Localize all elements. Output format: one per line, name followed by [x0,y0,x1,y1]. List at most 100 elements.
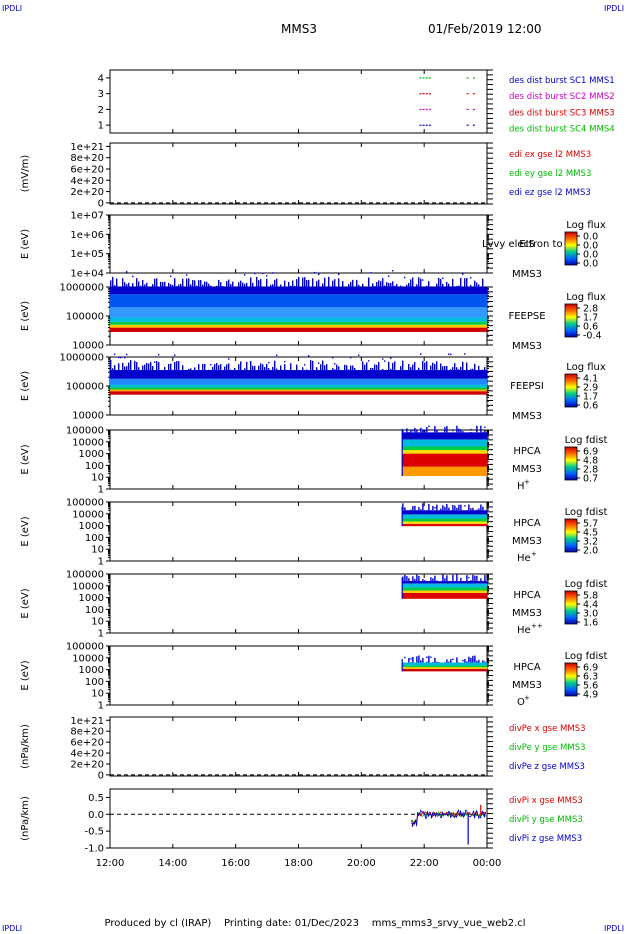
spectrogram-speck [270,284,272,287]
spectrogram-speck [280,284,282,287]
spectrogram-speck [182,278,184,287]
spectrogram-band [402,583,487,588]
species-label: He [517,625,531,636]
y-tick-label: 8e+20 [70,727,104,738]
spectrogram-speck [410,430,412,433]
spectrogram-speck [216,285,218,287]
spacecraft-label: MMS3 [512,464,542,475]
spectrogram-speck [192,280,194,287]
spectrogram-speck [478,659,480,663]
spectrogram-speck [470,428,472,431]
y-tick-label: 100 [85,605,104,616]
y-axis-label: E (eV) [20,229,31,259]
colorbar-tick-label: 4.1 [583,374,598,385]
burst-mark [422,108,425,111]
spectrogram-speck [166,286,168,288]
spectrogram-speck [344,364,346,371]
instrument-label: HPCA [513,446,541,457]
spectrogram-speck [112,368,114,371]
colorbar-tick-label: 6.3 [583,672,598,683]
spectrogram-speck [312,360,314,371]
spectrogram-speck [314,271,316,274]
spectrogram-band [402,510,487,515]
spectrogram-speck [136,362,138,371]
spectrogram-speck [128,362,130,371]
spectrogram-speck [264,286,266,288]
spectrogram-speck [178,361,180,371]
spectrogram-speck [464,505,466,507]
spectrogram-band [402,450,487,454]
spectrogram-speck [426,427,428,433]
spectrogram-speck [264,367,266,371]
spectrogram-speck [370,367,372,371]
colorbar-tick-label: 3.0 [583,609,598,620]
spectrogram-speck [172,369,174,371]
spectrogram-speck [204,281,206,287]
spectrogram-speck [454,505,456,511]
spectrogram-speck [380,281,382,287]
spectrogram-speck [250,360,252,371]
spectrogram-band [110,387,487,390]
spectrogram-speck [322,283,324,287]
spectrogram-speck [480,425,482,433]
spectrogram-speck [462,660,464,662]
spectrogram-speck [220,282,222,287]
species-label: H [517,481,525,492]
spectrogram-speck [266,275,268,277]
spectrogram-speck [368,360,370,362]
spectrogram-speck [442,277,444,279]
spectrogram-speck [132,275,134,278]
spectrogram-speck [296,364,298,371]
spacecraft-label: MMS3 [512,680,542,691]
y-tick-label: 6e+20 [70,738,104,749]
colorbar-tick-label: 2.0 [583,546,598,557]
spectrogram-speck [228,358,230,360]
spectrogram-speck [418,507,420,509]
spectrogram-speck [458,428,460,433]
spectrogram-speck [350,282,352,287]
spectrogram-speck [426,285,428,287]
spectrogram-speck [276,278,278,287]
spectrogram-speck [442,505,444,511]
y-tick-label: 100 [85,533,104,544]
spectrogram-speck [474,280,476,287]
spectrogram-speck [334,363,336,365]
spectrogram-speck [256,276,258,287]
spectrogram-speck [188,278,190,287]
spectrogram-speck [224,366,226,371]
spectrogram-speck [460,277,462,287]
y-tick-label: 8e+20 [70,153,104,164]
y-tick-label: 1 [98,485,104,496]
spectrogram-speck [378,362,380,371]
footer-printing-date: Printing date: 01/Dec/2023 [223,918,359,929]
spectrogram-speck [400,285,402,287]
spectrogram-speck [412,657,414,663]
spectrogram-speck [324,277,326,287]
corner-label-top-right: IPDLI [604,4,625,13]
spectrogram-speck [456,367,458,371]
spectrogram-speck [412,657,414,659]
spectrogram-speck [130,360,132,371]
spectrogram-speck [418,576,420,582]
spectrogram-speck [210,285,212,287]
spectrogram-band [110,321,487,325]
spectrogram-speck [386,369,388,371]
colorbar-tick-label: 5.7 [583,519,598,530]
spectrogram-speck [258,280,260,287]
spectrogram-speck [180,283,182,287]
species-label: O [517,697,525,708]
spectrogram-speck [406,576,408,582]
spectrogram-speck [282,369,284,371]
spectrogram-speck [458,285,460,287]
spectrogram-speck [252,282,254,287]
spectrogram-speck [374,364,376,371]
spectrogram-speck [484,574,486,582]
spectrogram-speck [378,280,380,287]
spectrogram-speck [126,366,128,371]
burst-mark [472,108,475,111]
spectrogram-speck [312,278,314,287]
spectrogram-speck [170,284,172,287]
spectrogram-speck [458,369,460,371]
spectrogram-speck [396,284,398,287]
